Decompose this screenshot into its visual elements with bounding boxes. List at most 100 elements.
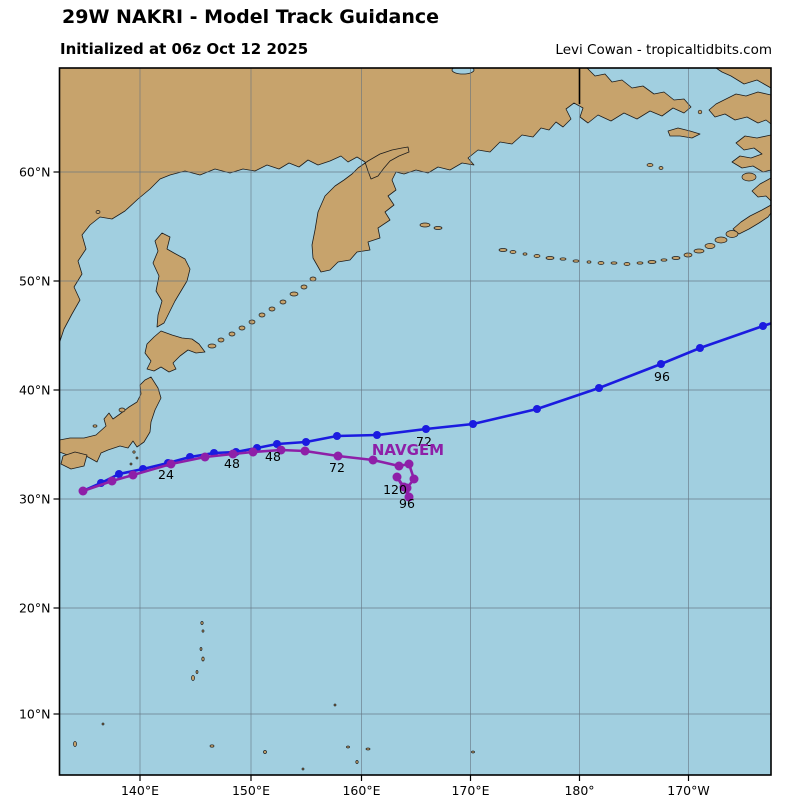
islet xyxy=(95,210,101,214)
landmass-siberia-chukotka-kamchatka xyxy=(59,68,692,342)
islet xyxy=(610,261,618,265)
track-point-blue-model xyxy=(657,360,665,368)
x-tick-label: 170°E xyxy=(451,783,489,798)
landmass-seward-peninsula xyxy=(708,91,771,125)
ocean xyxy=(59,68,771,775)
track-point-blue-model xyxy=(759,322,767,330)
islet xyxy=(636,261,644,265)
hour-label-navgem: 72 xyxy=(329,460,345,475)
track-point-navgem xyxy=(248,447,258,457)
islet xyxy=(333,703,337,707)
track-point-blue-model xyxy=(774,317,782,325)
islet xyxy=(209,744,215,748)
hour-label-navgem: 96 xyxy=(399,496,415,511)
islet xyxy=(522,252,528,256)
track-point-navgem xyxy=(404,492,414,502)
islet xyxy=(419,222,431,228)
islet xyxy=(118,407,126,413)
track-point-navgem xyxy=(300,446,310,456)
track-point-navgem xyxy=(404,459,414,469)
islet xyxy=(268,306,276,312)
landmass-shikoku xyxy=(60,451,88,470)
islet xyxy=(258,312,266,318)
islet xyxy=(533,254,541,258)
track-point-blue-model xyxy=(422,425,430,433)
islet xyxy=(725,230,739,238)
track-point-navgem xyxy=(368,455,378,465)
islet xyxy=(289,291,299,297)
islet xyxy=(346,745,350,749)
islet xyxy=(646,163,654,167)
islet xyxy=(101,722,105,726)
landmass-bristol-bay-coast xyxy=(751,177,771,202)
hour-label-navgem: 120 xyxy=(383,482,407,497)
track-point-navgem xyxy=(409,474,419,484)
x-tick-label: 160°E xyxy=(342,783,380,798)
islet xyxy=(671,256,681,260)
islet xyxy=(545,256,555,260)
islet xyxy=(365,747,371,751)
island-st-lawrence xyxy=(667,127,701,139)
islet xyxy=(433,226,443,230)
islet xyxy=(647,260,657,264)
islet xyxy=(217,337,225,343)
islet xyxy=(129,462,133,466)
islet xyxy=(683,252,693,258)
islet xyxy=(658,166,664,170)
track-point-navgem xyxy=(128,470,138,480)
x-tick-label: 150°E xyxy=(232,783,270,798)
islet xyxy=(572,259,580,263)
track-point-blue-model xyxy=(696,344,704,352)
hour-label-blue-model: 48 xyxy=(224,456,240,471)
track-point-blue-model xyxy=(595,384,603,392)
track-point-navgem xyxy=(399,482,409,492)
islet xyxy=(714,236,728,244)
islet xyxy=(191,675,195,681)
islet xyxy=(697,109,703,115)
islet xyxy=(498,248,508,252)
x-tick-label: 170°W xyxy=(667,783,709,798)
hour-label-blue-model: 96 xyxy=(654,369,670,384)
islet xyxy=(301,767,305,771)
islet xyxy=(509,250,517,254)
islet xyxy=(92,424,98,428)
init-time-label: Initialized at 06z Oct 12 2025 xyxy=(60,40,309,58)
track-point-navgem xyxy=(228,449,238,459)
landmass-alaska-north xyxy=(715,68,771,89)
track-point-navgem xyxy=(78,486,88,496)
track-point-navgem xyxy=(200,452,210,462)
hour-label-blue-model: 72 xyxy=(416,434,432,449)
track-point-navgem xyxy=(394,461,404,471)
islet xyxy=(704,243,716,249)
islet xyxy=(238,325,246,331)
track-point-blue-model xyxy=(333,432,341,440)
landmass-yukon-delta xyxy=(731,134,771,173)
islet xyxy=(693,248,705,254)
track-point-navgem xyxy=(276,445,286,455)
islet xyxy=(199,647,203,651)
islet xyxy=(660,258,668,262)
track-point-navgem xyxy=(166,459,176,469)
hour-label-blue-model: 24 xyxy=(158,467,174,482)
track-point-blue-model xyxy=(302,438,310,446)
y-tick-label: 50°N xyxy=(19,274,51,289)
islet xyxy=(623,262,631,266)
islet xyxy=(263,750,267,754)
x-tick-label: 140°E xyxy=(121,783,159,798)
y-tick-label: 20°N xyxy=(19,601,51,616)
islet xyxy=(135,456,139,460)
islet xyxy=(597,261,605,265)
x-tick-label: 180° xyxy=(564,783,594,798)
land-layer xyxy=(59,68,771,771)
hour-label-navgem: 48 xyxy=(265,449,281,464)
track-point-blue-model xyxy=(115,470,123,478)
islet xyxy=(741,172,757,182)
track-point-blue-model xyxy=(373,431,381,439)
islet xyxy=(586,260,592,264)
axis-layer: 140°E 150°E 160°E 170°E 180° 170°W 60°N 50°N 40°… xyxy=(19,165,710,799)
islet xyxy=(559,257,567,261)
track-point-navgem xyxy=(107,476,117,486)
islet xyxy=(201,656,205,662)
